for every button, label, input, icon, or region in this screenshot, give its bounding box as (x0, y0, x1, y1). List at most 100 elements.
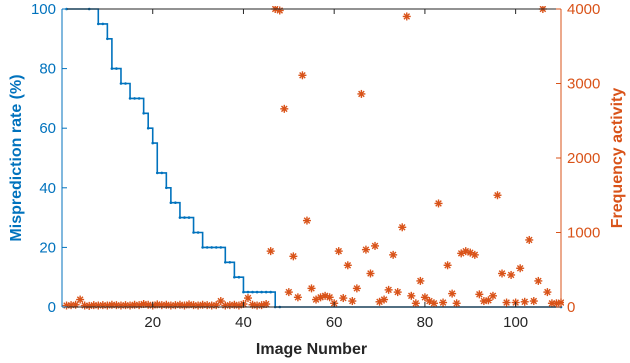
x-tick-label: 20 (144, 314, 161, 331)
frequency-activity-marker (439, 298, 448, 307)
y-left-tick-label: 40 (39, 180, 56, 197)
frequency-activity-marker (507, 270, 516, 279)
y-left-tick-label: 20 (39, 239, 56, 256)
misprediction-rate-point (137, 97, 141, 100)
misprediction-rate-point (96, 22, 100, 26)
frequency-activity-marker (243, 294, 252, 303)
misprediction-rate-point (214, 246, 218, 249)
frequency-activity-marker (488, 291, 497, 300)
misprediction-rate-point (174, 201, 177, 204)
y-left-tick-label: 80 (39, 61, 56, 78)
frequency-activity-marker (470, 250, 479, 259)
misprediction-rate-point (255, 290, 259, 294)
misprediction-rate-point (196, 231, 200, 234)
frequency-activity-marker (325, 293, 334, 302)
y-axis-left-label: Misprediction rate (%) (8, 74, 25, 241)
frequency-activity-marker (343, 261, 352, 270)
frequency-activity-marker (302, 216, 311, 225)
misprediction-rate-point (101, 22, 105, 26)
frequency-activity-marker (543, 288, 552, 297)
misprediction-rate-point (160, 171, 164, 175)
misprediction-rate-point (110, 67, 114, 70)
frequency-activity-marker (393, 288, 402, 297)
y-right-tick-label: 4000 (567, 1, 600, 18)
y-left-tick-label: 0 (48, 299, 56, 316)
misprediction-rate-line (66, 8, 561, 308)
misprediction-rate-point (224, 261, 227, 264)
misprediction-rate-point (169, 201, 173, 204)
frequency-activity-marker (339, 294, 348, 303)
misprediction-rate-point (228, 261, 232, 264)
x-tick-label: 60 (326, 314, 343, 331)
y-left-tick-label: 100 (31, 1, 56, 18)
frequency-activity-marker (443, 261, 452, 270)
misprediction-rate-point (192, 231, 195, 234)
frequency-activity-marker (498, 269, 507, 278)
misprediction-rate-point (119, 82, 123, 85)
frequency-activity-marker (266, 247, 275, 256)
misprediction-rate-point (205, 246, 209, 249)
frequency-activity-marker (398, 223, 407, 232)
misprediction-rate-point (264, 290, 268, 294)
misprediction-rate-point (151, 141, 155, 145)
misprediction-rate-point (237, 275, 241, 279)
misprediction-rate-point (124, 82, 127, 85)
misprediction-rate-point (106, 37, 109, 41)
frequency-activity-marker (366, 269, 375, 278)
misprediction-rate-point (242, 290, 245, 294)
frequency-activity-marker (348, 297, 357, 306)
frequency-activity-marker (76, 295, 85, 304)
frequency-activity-marker (529, 297, 538, 306)
frequency-activity-marker (334, 247, 343, 256)
misprediction-rate-point (183, 216, 186, 219)
y-left-tick-label: 60 (39, 120, 56, 137)
misprediction-rate-point (260, 290, 263, 294)
y-right-tick-label: 1000 (567, 225, 600, 242)
misprediction-rate-point (142, 112, 145, 115)
misprediction-rate-point (115, 67, 118, 70)
plot-area (62, 6, 564, 310)
misprediction-rate-point (146, 126, 150, 130)
misprediction-rate-point (246, 290, 250, 294)
misprediction-rate-point (178, 216, 182, 219)
frequency-activity-marker (429, 299, 438, 308)
frequency-activity-marker (411, 299, 420, 308)
frequency-activity-marker (520, 297, 529, 306)
frequency-activity-marker (361, 245, 370, 254)
misprediction-rate-point (269, 290, 272, 294)
frequency-activity-marker (298, 71, 307, 80)
frequency-activity-marker (384, 285, 393, 294)
x-tick-label: 100 (503, 314, 528, 331)
frequency-activity-marker (448, 289, 457, 298)
x-tick-label: 40 (235, 314, 252, 331)
frequency-activity-marker (371, 241, 380, 250)
y-right-tick-label: 0 (567, 299, 575, 316)
frequency-activity-marker (416, 276, 425, 285)
frequency-activity-marker (380, 295, 389, 304)
misprediction-rate-point (133, 97, 136, 100)
frequency-activity-marker (293, 293, 302, 302)
frequency-activity-marker (434, 199, 443, 208)
frequency-activity-marker (280, 104, 289, 113)
frequency-activity-marker (525, 235, 534, 244)
frequency-activity-marker (357, 89, 366, 98)
misprediction-rate-point (219, 246, 223, 249)
frequency-activity-marker (389, 250, 398, 259)
frequency-activity-marker (284, 288, 293, 297)
misprediction-rate-point (251, 290, 254, 294)
frequency-activity-marker (516, 264, 525, 273)
frequency-activity-marker (402, 12, 411, 21)
frequency-activity-marker (289, 252, 298, 261)
x-axis-label: Image Number (256, 341, 367, 358)
misprediction-rate-point (210, 246, 213, 249)
misprediction-rate-point (201, 246, 204, 249)
y-axis-right-label: Frequency activity (609, 88, 626, 229)
frequency-activity-marker (452, 299, 461, 308)
frequency-activity-marker (502, 298, 511, 307)
y-right-tick-label: 2000 (567, 150, 600, 167)
frequency-activity-marker (407, 291, 416, 300)
misprediction-rate-point (187, 216, 191, 219)
frequency-activity-marker (475, 290, 484, 299)
